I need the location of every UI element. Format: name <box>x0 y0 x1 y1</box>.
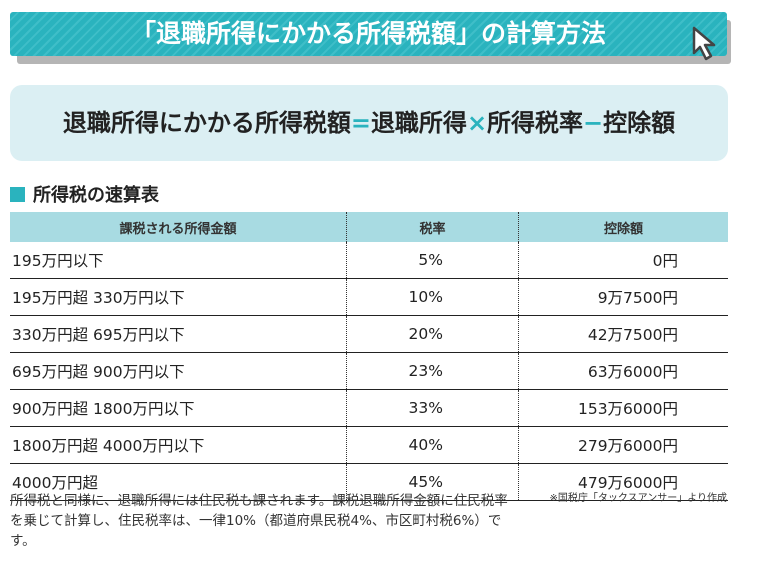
cell-rate: 33% <box>346 389 519 427</box>
page-title: 「退職所得にかかる所得税額」の計算方法 <box>10 12 727 56</box>
table-row: 900万円超 1800万円以下 33% 153万6000円 <box>10 389 728 427</box>
formula-term: 所得税率 <box>487 109 584 137</box>
header-deduction: 控除額 <box>518 212 728 242</box>
note-text: 所得税と同様に、退職所得には住民税も課されます。課税退職所得金額に住民税率を乗じ… <box>10 493 508 549</box>
cell-rate: 40% <box>346 426 519 464</box>
cell-deduction: 42万7500円 <box>518 315 728 353</box>
formula-term: 控除額 <box>603 109 676 137</box>
minus-sign: − <box>583 109 604 137</box>
cell-deduction: 479万6000円 <box>518 463 728 501</box>
table-row: 195万円超 330万円以下 10% 9万7500円 <box>10 278 728 316</box>
cell-rate: 10% <box>346 278 519 316</box>
cell-income: 330万円超 695万円以下 <box>10 315 347 353</box>
header-rate: 税率 <box>346 212 519 242</box>
equals-sign: = <box>350 109 371 137</box>
cell-rate: 45% <box>346 463 519 501</box>
cell-deduction: 63万6000円 <box>518 352 728 390</box>
cell-income: 695万円超 900万円以下 <box>10 352 347 390</box>
section-heading: 所得税の速算表 <box>10 181 159 207</box>
square-bullet-icon <box>10 186 25 202</box>
cursor-arrow-icon <box>692 26 716 61</box>
cell-rate: 20% <box>346 315 519 353</box>
cell-deduction: 153万6000円 <box>518 389 728 427</box>
source-note: ※国税庁「タックスアンサー」より作成 <box>549 493 727 504</box>
cell-deduction: 279万6000円 <box>518 426 728 464</box>
cell-income: 195万円超 330万円以下 <box>10 278 347 316</box>
table-row: 195万円以下 5% 0円 <box>10 242 728 279</box>
tax-rate-table: 課税される所得金額 税率 控除額 195万円以下 5% 0円 195万円超 330万円… <box>10 212 728 501</box>
cell-income: 900万円超 1800万円以下 <box>10 389 347 427</box>
cell-deduction: 9万7500円 <box>518 278 728 316</box>
cell-income: 195万円以下 <box>10 242 347 279</box>
cell-rate: 5% <box>346 242 519 279</box>
table-header-row: 課税される所得金額 税率 控除額 <box>10 212 728 242</box>
formula-term: 退職所得にかかる所得税額 <box>62 109 351 137</box>
header-income: 課税される所得金額 <box>10 212 347 242</box>
formula-term: 退職所得 <box>370 109 467 137</box>
table-row: 1800万円超 4000万円以下 40% 279万6000円 <box>10 426 728 464</box>
cell-income: 4000万円超 <box>10 463 347 501</box>
table-row: 695万円超 900万円以下 23% 63万6000円 <box>10 352 728 390</box>
table-row: 330万円超 695万円以下 20% 42万7500円 <box>10 315 728 353</box>
table-row: 4000万円超 45% 479万6000円 <box>10 463 728 501</box>
cell-income: 1800万円超 4000万円以下 <box>10 426 347 464</box>
formula-box: 退職所得にかかる所得税額=退職所得×所得税率−控除額 <box>10 85 728 161</box>
section-title: 所得税の速算表 <box>33 185 159 206</box>
cell-rate: 23% <box>346 352 519 390</box>
cell-deduction: 0円 <box>518 242 728 279</box>
times-sign: × <box>466 109 488 137</box>
